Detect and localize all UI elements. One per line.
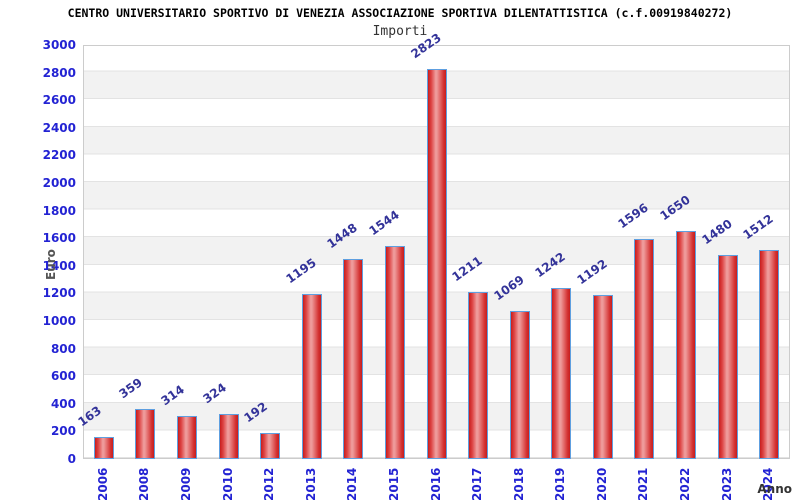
x-axis-title: Anno — [757, 482, 792, 496]
bar-2020 — [592, 294, 613, 459]
y-tick-label-800: 800 — [50, 341, 76, 356]
x-tick-label-2008: 2008 — [137, 467, 152, 501]
y-tick-label-1800: 1800 — [42, 203, 76, 218]
y-tick-label-2600: 2600 — [42, 93, 76, 108]
bar-2022 — [676, 231, 697, 459]
y-tick-label-2800: 2800 — [42, 65, 76, 80]
bar-2018 — [509, 311, 530, 459]
x-tick-label-2009: 2009 — [178, 467, 193, 501]
y-tick-label-0: 0 — [67, 452, 76, 466]
x-tick-label-2019: 2019 — [553, 467, 568, 501]
y-tick-label-1200: 1200 — [42, 286, 76, 301]
chart-subtitle: Importi — [372, 24, 428, 39]
y-tick-label-1000: 1000 — [42, 314, 76, 328]
bar-2016 — [426, 69, 447, 459]
x-tick-label-2023: 2023 — [719, 467, 734, 501]
bar-2021 — [634, 238, 655, 459]
y-tick-label-2200: 2200 — [42, 148, 76, 163]
bar-2012 — [260, 432, 281, 459]
y-axis-title: Euro — [44, 249, 58, 280]
bar-2013 — [301, 294, 322, 459]
y-tick-label-3000: 3000 — [42, 38, 76, 52]
y-tick-label-200: 200 — [50, 424, 76, 439]
x-tick-label-2022: 2022 — [678, 467, 693, 501]
y-tick-label-2000: 2000 — [42, 176, 76, 190]
x-tick-label-2016: 2016 — [428, 467, 443, 501]
x-tick-label-2013: 2013 — [303, 467, 318, 501]
bar-2017 — [468, 291, 489, 459]
chart-title: CENTRO UNIVERSITARIO SPORTIVO DI VENEZIA… — [67, 6, 733, 20]
x-tick-label-2018: 2018 — [511, 467, 526, 501]
bar-2024 — [759, 250, 780, 459]
x-tick-label-2021: 2021 — [636, 467, 651, 501]
bar-2008 — [135, 409, 156, 459]
y-tick-label-400: 400 — [50, 396, 76, 411]
y-tick-label-600: 600 — [50, 369, 76, 384]
x-tick-label-2012: 2012 — [262, 467, 277, 501]
x-tick-label-2010: 2010 — [220, 467, 235, 501]
bar-2019 — [551, 287, 572, 459]
bar-2010 — [218, 414, 239, 459]
x-tick-label-2006: 2006 — [95, 467, 110, 501]
x-tick-label-2017: 2017 — [470, 467, 485, 501]
bar-2009 — [176, 415, 197, 459]
bar-2015 — [384, 245, 405, 459]
x-tick-label-2020: 2020 — [594, 467, 609, 501]
x-tick-label-2015: 2015 — [386, 467, 401, 501]
bar-2006 — [93, 436, 114, 459]
y-tick-label-1600: 1600 — [42, 231, 76, 246]
bar-2014 — [343, 259, 364, 459]
y-tick-label-2400: 2400 — [42, 120, 76, 135]
x-tick-label-2014: 2014 — [345, 467, 360, 501]
y-tick-label-1400: 1400 — [42, 258, 76, 273]
bar-2023 — [717, 254, 738, 459]
